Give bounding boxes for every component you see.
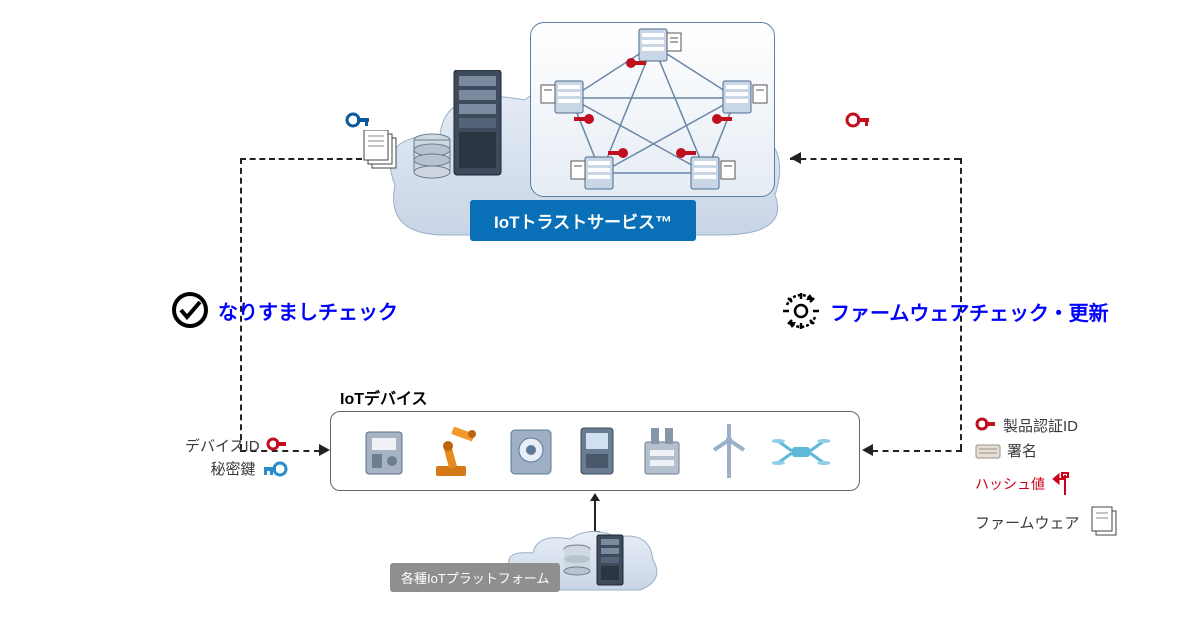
drone-icon: [772, 431, 830, 471]
spoof-check-text: なりすましチェック: [218, 296, 398, 325]
wind-turbine-icon: [708, 422, 750, 480]
product-id-label: 製品認証ID: [1003, 415, 1078, 436]
disk-stack: [410, 130, 455, 190]
device-box: [330, 411, 860, 491]
spoof-check-label: なりすましチェック: [170, 290, 398, 330]
key-blue-small-icon: [262, 460, 288, 478]
dash-right-h1: [790, 158, 960, 160]
service-label: IoTトラストサービス™: [470, 200, 696, 241]
hash-label: ハッシュ値: [975, 474, 1045, 494]
server-rack: [450, 70, 505, 180]
arrow-into-cloud-right: [790, 152, 801, 164]
document-stack-icon: [362, 130, 402, 172]
dash-left-h1: [240, 158, 362, 160]
keyboard-signature-icon: [975, 442, 1001, 460]
robot-arm-icon: [430, 424, 484, 478]
firmware-docs-icon: [1088, 505, 1122, 539]
firmware-check-label: ファームウェアチェック・更新: [780, 290, 1109, 332]
firmware-label: ファームウェア: [975, 512, 1080, 533]
platform-label: 各種IoTプラットフォーム: [390, 563, 560, 592]
secret-key-label: 秘密鍵: [211, 458, 256, 479]
left-labels: デバイスID 秘密鍵: [185, 435, 288, 479]
signature-label: 署名: [1007, 440, 1037, 461]
key-top-right-icon: [845, 112, 871, 134]
key-red-small-icon: [266, 437, 288, 455]
arrow-into-devices-right: [862, 444, 873, 456]
key-product-icon: [975, 417, 997, 435]
firmware-check-text: ファームウェアチェック・更新: [830, 297, 1109, 326]
blockchain-box: [530, 22, 775, 197]
generator-icon: [639, 424, 685, 478]
check-circle-icon: [170, 290, 210, 330]
device-id-label: デバイスID: [185, 435, 260, 456]
blockchain-network-svg: [531, 23, 776, 198]
factory-machine-icon: [360, 424, 408, 478]
gear-refresh-icon: [780, 290, 822, 332]
hash-arrow-icon: [1051, 471, 1073, 497]
medical-scanner-icon: [507, 424, 555, 478]
arrow-into-devices-left: [319, 444, 330, 456]
terminal-icon: [577, 424, 617, 478]
right-labels: 製品認証ID 署名 ハッシュ値 ファームウェア: [975, 415, 1122, 539]
dash-right-h2: [872, 450, 962, 452]
devices-title: IoTデバイス: [340, 385, 428, 409]
